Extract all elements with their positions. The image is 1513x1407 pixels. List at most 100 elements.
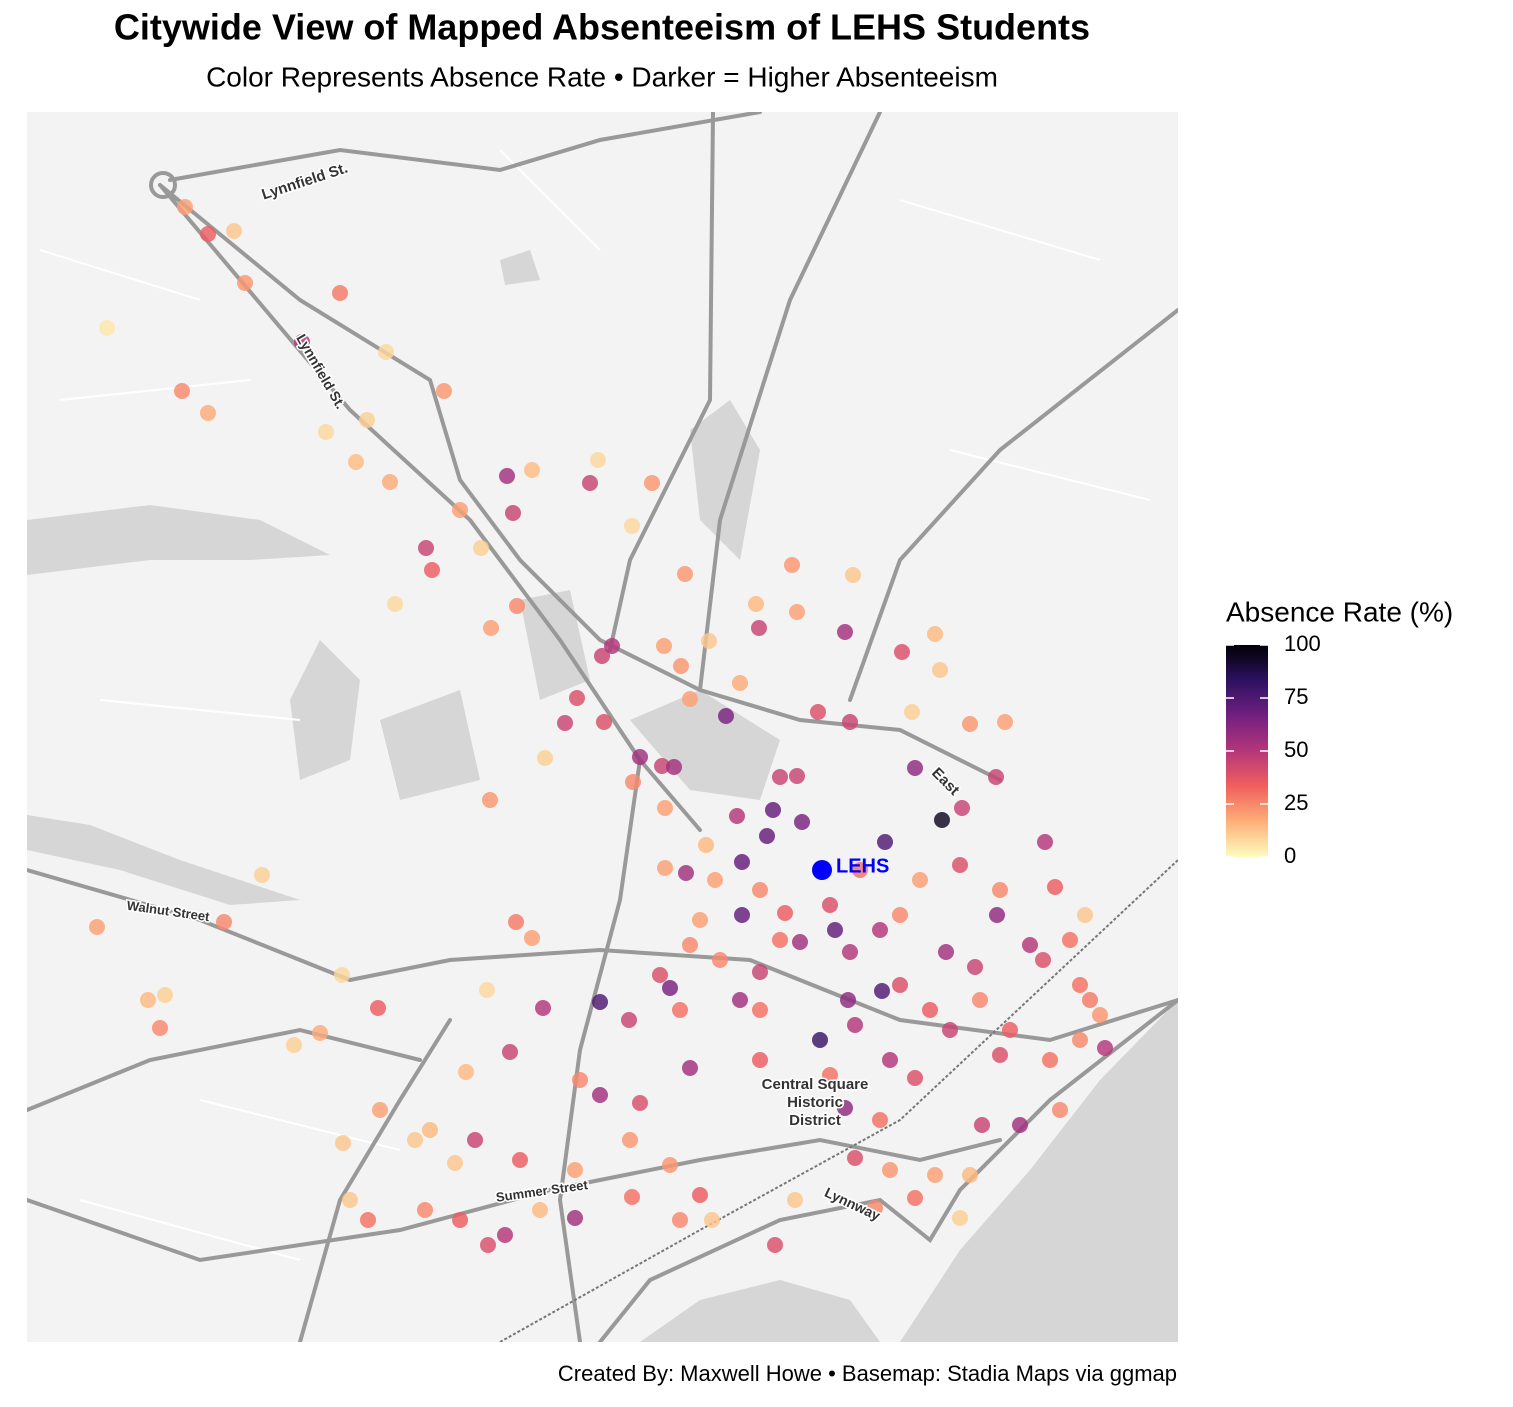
point <box>312 1025 328 1041</box>
point <box>657 800 673 816</box>
point <box>318 424 334 440</box>
point <box>387 596 403 612</box>
point <box>226 223 242 239</box>
point <box>625 774 641 790</box>
point <box>874 983 890 999</box>
point <box>378 344 394 360</box>
point <box>1012 1117 1028 1133</box>
point <box>254 867 270 883</box>
point <box>467 1132 483 1148</box>
point <box>200 405 216 421</box>
point <box>424 562 440 578</box>
point <box>656 638 672 654</box>
point <box>952 857 968 873</box>
point <box>907 760 923 776</box>
point <box>479 982 495 998</box>
point <box>707 872 723 888</box>
point <box>718 708 734 724</box>
point <box>1042 1052 1058 1068</box>
point <box>882 1052 898 1068</box>
point <box>557 715 573 731</box>
point <box>810 704 826 720</box>
point <box>712 952 728 968</box>
point <box>89 919 105 935</box>
point <box>140 992 156 1008</box>
point <box>784 557 800 573</box>
point <box>734 854 750 870</box>
point <box>812 1032 828 1048</box>
point <box>729 808 745 824</box>
point <box>372 1102 388 1118</box>
point <box>1062 932 1078 948</box>
point <box>877 834 893 850</box>
point <box>286 1037 302 1053</box>
point <box>822 897 838 913</box>
point <box>177 199 193 215</box>
point <box>407 1132 423 1148</box>
point <box>692 912 708 928</box>
point <box>682 691 698 707</box>
point <box>644 475 660 491</box>
point <box>594 648 610 664</box>
point <box>927 626 943 642</box>
point <box>752 882 768 898</box>
school-marker <box>812 860 832 880</box>
point <box>572 1072 588 1088</box>
point <box>789 768 805 784</box>
point <box>458 1064 474 1080</box>
map-label: District <box>789 1112 841 1129</box>
point <box>892 977 908 993</box>
point <box>590 452 606 468</box>
colorbar-tick-label: 75 <box>1284 684 1308 709</box>
point <box>752 964 768 980</box>
point <box>422 1122 438 1138</box>
point <box>535 1000 551 1016</box>
point <box>1002 1022 1018 1038</box>
point <box>666 759 682 775</box>
point <box>962 1167 978 1183</box>
point <box>772 932 788 948</box>
basemap <box>27 112 1178 1342</box>
points-layer: LEHS <box>89 199 1113 1253</box>
point <box>748 596 764 612</box>
point <box>1022 937 1038 953</box>
point <box>698 837 714 853</box>
point <box>497 1227 513 1243</box>
point <box>827 922 843 938</box>
point <box>624 518 640 534</box>
point <box>508 914 524 930</box>
point <box>537 750 553 766</box>
point <box>822 1067 838 1083</box>
point <box>567 1210 583 1226</box>
point <box>499 468 515 484</box>
point <box>842 944 858 960</box>
point <box>436 383 452 399</box>
point <box>942 1022 958 1038</box>
point <box>972 992 988 1008</box>
point <box>1035 952 1051 968</box>
point <box>767 1237 783 1253</box>
point <box>692 1187 708 1203</box>
point <box>845 567 861 583</box>
point <box>847 1017 863 1033</box>
point <box>382 474 398 490</box>
point <box>532 1202 548 1218</box>
point <box>524 462 540 478</box>
point <box>1047 879 1063 895</box>
point <box>157 987 173 1003</box>
point <box>624 1189 640 1205</box>
point <box>988 769 1004 785</box>
point <box>1037 834 1053 850</box>
point <box>652 967 668 983</box>
point <box>592 994 608 1010</box>
point <box>752 1052 768 1068</box>
point <box>99 320 115 336</box>
point <box>678 865 694 881</box>
point <box>596 714 612 730</box>
point <box>837 624 853 640</box>
caption: Created By: Maxwell Howe • Basemap: Stad… <box>558 1361 1177 1386</box>
point <box>759 828 775 844</box>
point <box>954 800 970 816</box>
point <box>654 758 670 774</box>
point <box>592 1087 608 1103</box>
